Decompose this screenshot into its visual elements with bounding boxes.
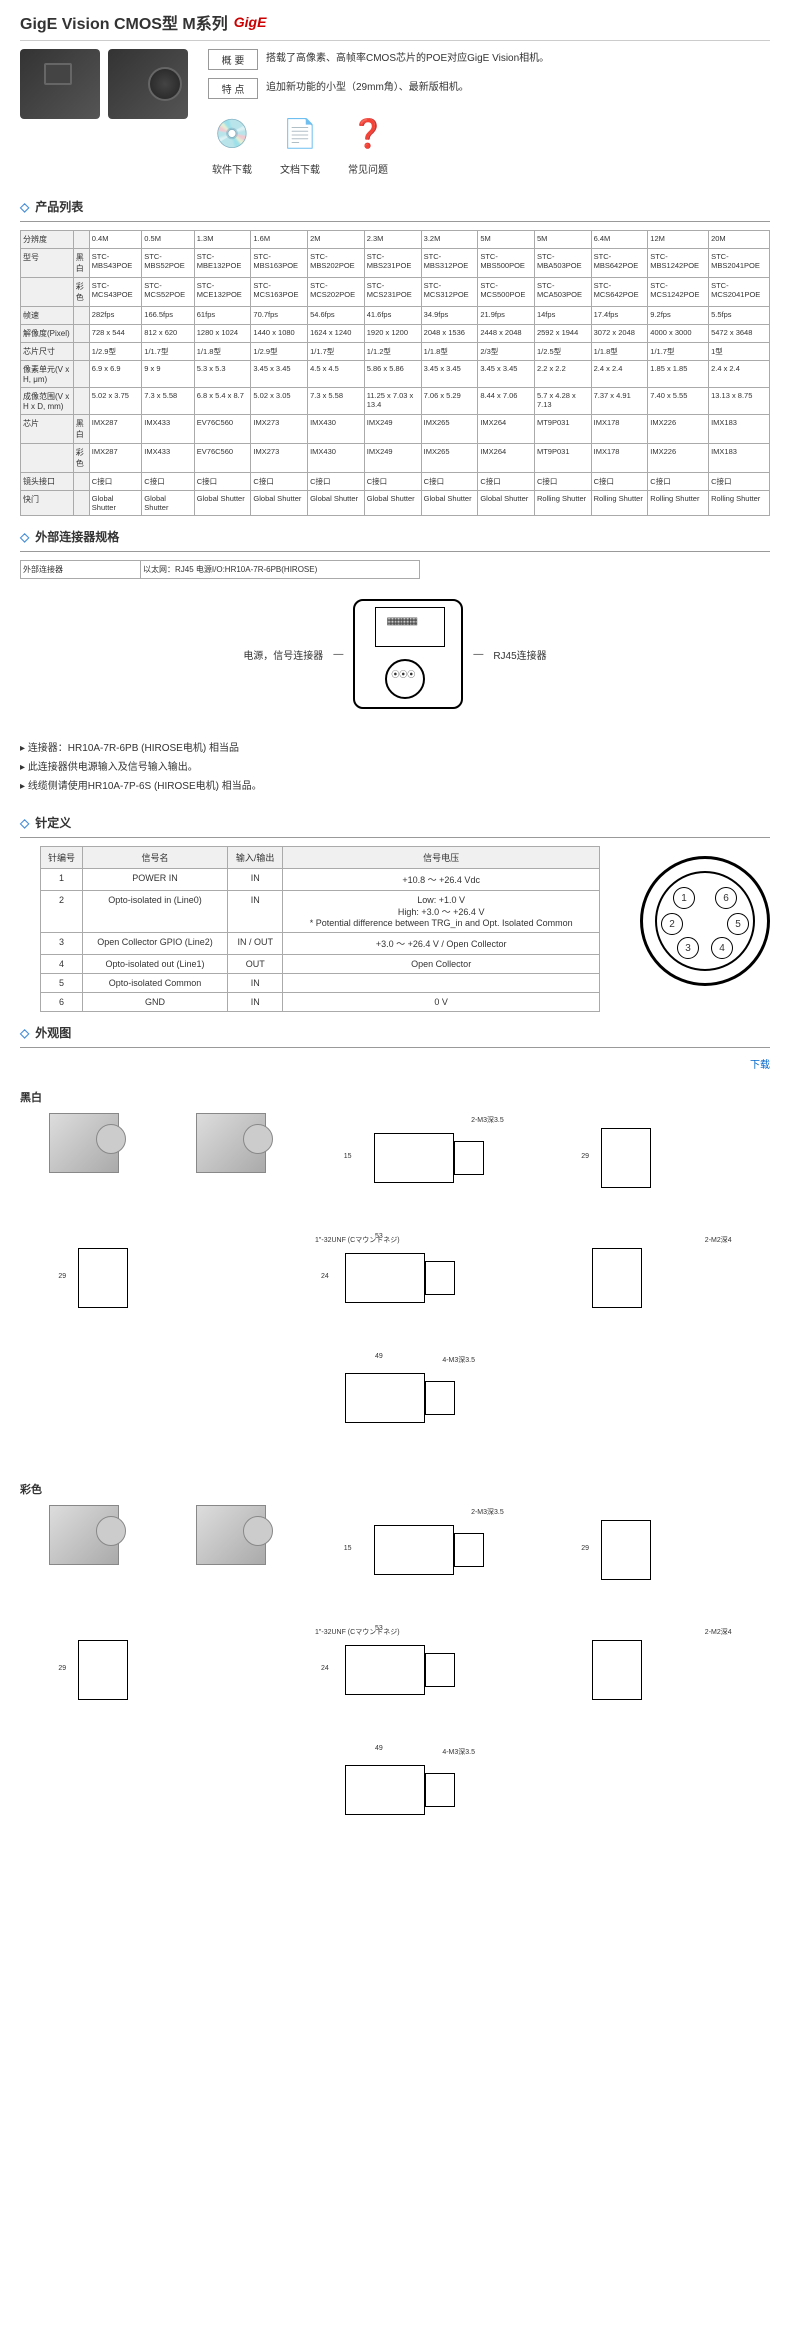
table-row: 解像度(Pixel)728 x 544812 x 6201280 x 10241… bbox=[21, 325, 770, 343]
connector-diagram: 电源，信号连接器 — — RJ45连接器 bbox=[0, 579, 790, 729]
connector-header: 外部连接器规格 bbox=[0, 516, 790, 551]
summary-label: 概 要 bbox=[208, 49, 258, 70]
table-row: 帧速282fps166.5fps61fps70.7fps54.6fps41.6f… bbox=[21, 307, 770, 325]
camera-back-image bbox=[20, 49, 100, 119]
pin-table: 针编号信号名输入/输出信号电压1POWER ININ+10.8 ～ +26.4 … bbox=[40, 846, 600, 1012]
product-spec-table: 分辨度0.4M0.5M1.3M1.6M2M2.3M3.2M5M5M6.4M12M… bbox=[20, 230, 770, 516]
action-文档下载[interactable]: 📄文档下载 bbox=[276, 109, 324, 176]
table-row: 4Opto-isolated out (Line1)OUTOpen Collec… bbox=[41, 955, 600, 974]
product-list-header: 产品列表 bbox=[0, 186, 790, 221]
color-top-view: 53 1"-32UNF (Cマウントネジ) 24 bbox=[315, 1625, 475, 1725]
action-常见问题[interactable]: ❓常见问题 bbox=[344, 109, 392, 176]
table-row: 5Opto-isolated CommonIN bbox=[41, 974, 600, 993]
mono-front-view: 29 bbox=[58, 1233, 218, 1333]
color-label: 彩色 bbox=[20, 1473, 770, 1505]
table-row: 2Opto-isolated in (Line0)INLow: +1.0 V H… bbox=[41, 891, 600, 933]
product-images bbox=[20, 49, 188, 176]
drawings-header: 外观图 bbox=[0, 1012, 790, 1047]
table-row: 3Open Collector GPIO (Line2)IN / OUT+3.0… bbox=[41, 933, 600, 955]
table-row: 6GNDIN0 V bbox=[41, 993, 600, 1012]
table-row: 镜头接口C接口C接口C接口C接口C接口C接口C接口C接口C接口C接口C接口C接口 bbox=[21, 473, 770, 491]
color-rear-view: 2-M2深4 bbox=[572, 1625, 732, 1725]
list-item: 此连接器供电源输入及信号输入输出。 bbox=[20, 756, 770, 775]
connector-table: 外部连接器以太网：RJ45 电源I/O:HR10A-7R-6PB(HIROSE) bbox=[20, 560, 420, 579]
camera-front-image bbox=[108, 49, 188, 119]
gige-tag: GigE bbox=[234, 14, 267, 30]
mono-rear-view: 2-M2深4 bbox=[572, 1233, 732, 1333]
mono-top-view: 53 1"-32UNF (Cマウントネジ) 24 bbox=[315, 1233, 475, 1333]
feature-label: 特 点 bbox=[208, 78, 258, 99]
table-row: 分辨度0.4M0.5M1.3M1.6M2M2.3M3.2M5M5M6.4M12M… bbox=[21, 231, 770, 249]
feature-text: 追加新功能的小型（29mm角）、最新版相机。 bbox=[266, 78, 469, 93]
color-back-view: 29 bbox=[581, 1505, 741, 1605]
pin-diagram: 1 6 2 5 3 4 bbox=[640, 856, 770, 986]
mono-bottom-view: 49 4-M3深3.5 bbox=[315, 1353, 475, 1453]
color-side-view: 2-M3深3.5 15 bbox=[344, 1505, 504, 1605]
pin-header: 针定义 bbox=[0, 802, 790, 837]
table-row: 1POWER ININ+10.8 ～ +26.4 Vdc bbox=[41, 869, 600, 891]
table-row: 芯片黑白IMX287IMX433EV76C560IMX273IMX430IMX2… bbox=[21, 415, 770, 444]
color-bottom-view: 49 4-M3深3.5 bbox=[315, 1745, 475, 1845]
mono-back-view: 29 bbox=[581, 1113, 741, 1213]
mono-side-view: 2-M3深3.5 15 bbox=[344, 1113, 504, 1213]
table-row: 彩色IMX287IMX433EV76C560IMX273IMX430IMX249… bbox=[21, 444, 770, 473]
color-iso-2 bbox=[196, 1505, 266, 1565]
mono-iso-1 bbox=[49, 1113, 119, 1173]
color-iso-1 bbox=[49, 1505, 119, 1565]
table-row: 像素单元(V x H, μm)6.9 x 6.99 x 95.3 x 5.33.… bbox=[21, 361, 770, 388]
table-row: 型号黑白STC-MBS43POESTC-MBS52POESTC-MBE132PO… bbox=[21, 249, 770, 278]
table-row: 彩色STC-MCS43POESTC-MCS52POESTC-MCE132POES… bbox=[21, 278, 770, 307]
color-front-view: 29 bbox=[58, 1625, 218, 1725]
page-title: GigE Vision CMOS型 M系列 bbox=[20, 10, 228, 34]
summary-text: 搭载了高像素、高帧率CMOS芯片的POE对应GigE Vision相机。 bbox=[266, 49, 549, 64]
table-row: 成像范围(V x H x D, mm)5.02 x 3.757.3 x 5.58… bbox=[21, 388, 770, 415]
table-row: 芯片尺寸1/2.9型1/1.7型1/1.8型1/2.9型1/1.7型1/1.2型… bbox=[21, 343, 770, 361]
list-item: 线缆侧请使用HR10A-7P-6S (HIROSE电机) 相当品。 bbox=[20, 775, 770, 794]
mono-iso-2 bbox=[196, 1113, 266, 1173]
connector-notes: 连接器：HR10A-7R-6PB (HIROSE电机) 相当品此连接器供电源输入… bbox=[0, 729, 790, 802]
list-item: 连接器：HR10A-7R-6PB (HIROSE电机) 相当品 bbox=[20, 737, 770, 756]
action-软件下载[interactable]: 💿软件下载 bbox=[208, 109, 256, 176]
table-row: 快门Global ShutterGlobal ShutterGlobal Shu… bbox=[21, 491, 770, 516]
mono-label: 黑白 bbox=[20, 1081, 770, 1113]
download-link[interactable]: 下载 bbox=[750, 1056, 790, 1071]
